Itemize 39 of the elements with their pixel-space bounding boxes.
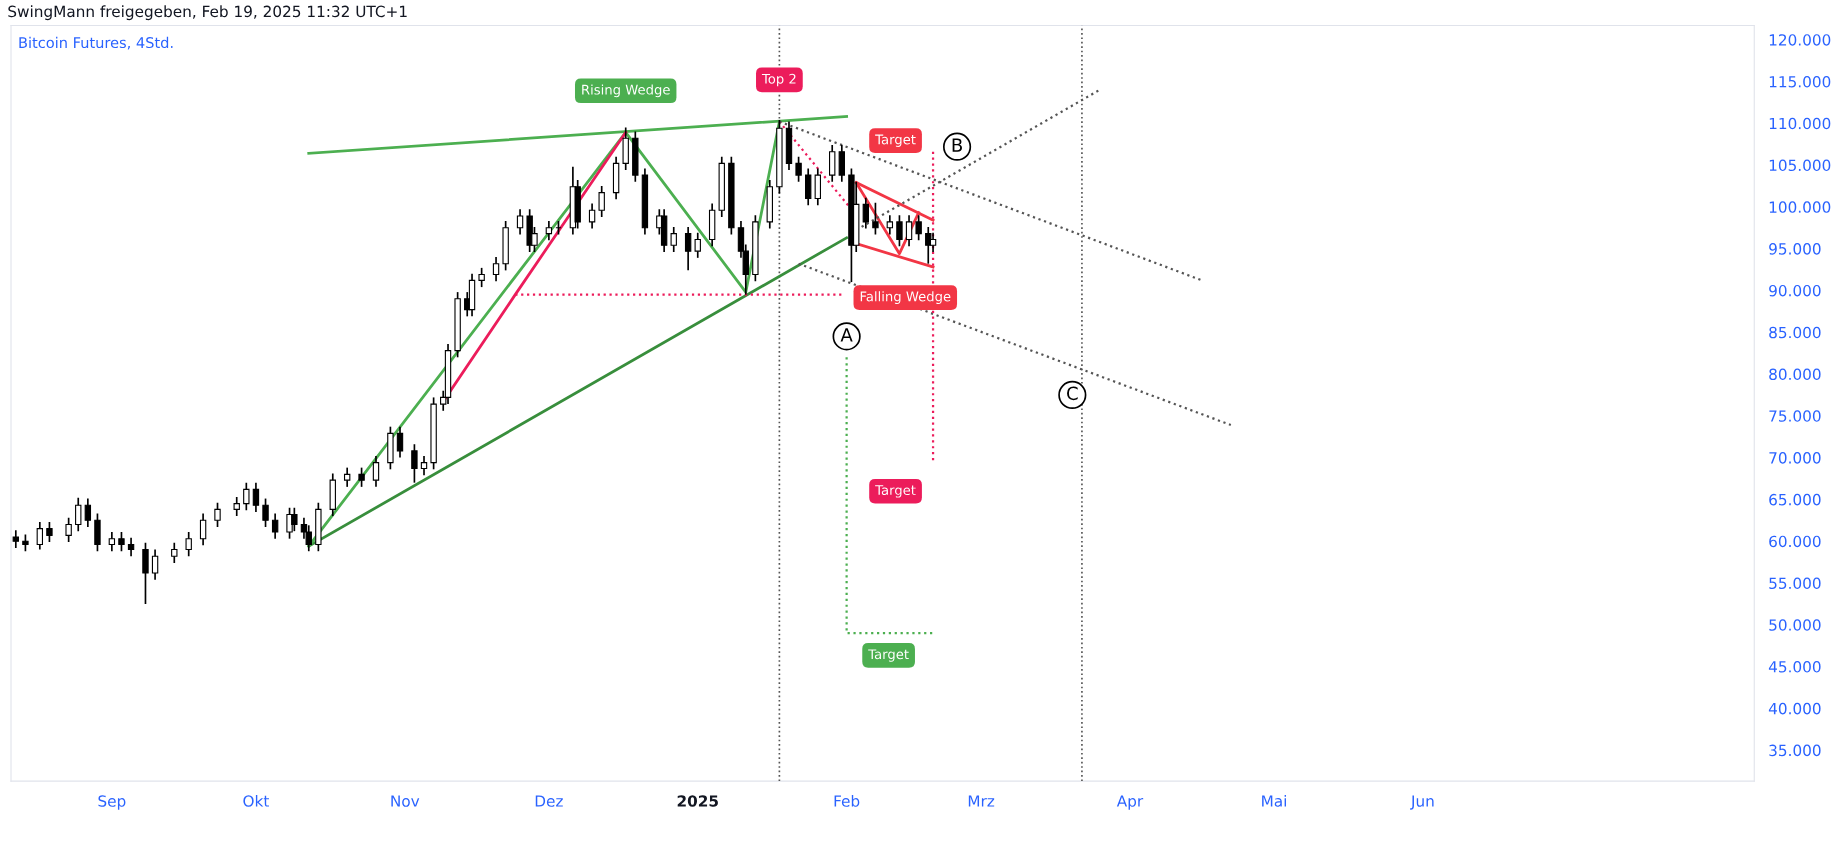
y-tick-label: 70.000 bbox=[1769, 452, 1821, 464]
y-tick-label: 40.000 bbox=[1768, 702, 1821, 715]
y-tick-label: 50.000 bbox=[1769, 619, 1821, 631]
y-tick-label: 100.000 bbox=[1769, 201, 1831, 213]
y-tick-label: 95.000 bbox=[1769, 243, 1821, 255]
y-tick-label: 75.000 bbox=[1769, 410, 1821, 422]
y-tick-label: 80.000 bbox=[1769, 368, 1821, 381]
y-tick-label: 60.000 bbox=[1769, 535, 1821, 548]
annotation: Target bbox=[875, 134, 916, 147]
annotation: Target bbox=[875, 485, 916, 498]
y-tick-label: 65.000 bbox=[1769, 493, 1821, 506]
x-tick-label: 2025 bbox=[677, 795, 718, 807]
annotation: Target bbox=[868, 649, 909, 662]
annotation: A bbox=[840, 328, 853, 342]
y-tick-label: 85.000 bbox=[1769, 326, 1821, 339]
x-tick-label: Mai bbox=[1262, 794, 1286, 807]
x-tick-label: Apr bbox=[1116, 795, 1144, 810]
x-tick-label: Sep bbox=[98, 795, 126, 810]
annotation: C bbox=[1067, 386, 1078, 401]
annotation: B bbox=[952, 138, 962, 152]
annotation: Top 2 bbox=[761, 73, 796, 87]
y-tick-label: 115.000 bbox=[1769, 75, 1831, 88]
y-tick-label: 45.000 bbox=[1768, 661, 1821, 673]
x-tick-label: Feb bbox=[834, 794, 860, 807]
chart-title: SwingMann freigegeben, Feb 19, 2025 11:32 UTC+1 bbox=[8, 5, 407, 21]
x-tick-label: Jun bbox=[1410, 795, 1434, 810]
y-tick-label: 105.000 bbox=[1769, 159, 1831, 172]
y-tick-label: 110.000 bbox=[1769, 117, 1831, 130]
y-tick-label: 90.000 bbox=[1769, 284, 1821, 297]
y-tick-label: 35.000 bbox=[1769, 744, 1821, 757]
x-tick-label: Dez bbox=[535, 795, 563, 807]
x-tick-label: Nov bbox=[391, 795, 420, 807]
x-tick-label: Okt bbox=[243, 794, 269, 807]
annotation: Rising Wedge bbox=[582, 84, 670, 98]
x-tick-label: Mrz bbox=[968, 795, 995, 807]
y-tick-label: 55.000 bbox=[1769, 577, 1821, 589]
text: Bitcoin Futures, 4Std. bbox=[19, 36, 173, 50]
y-tick-label: 120.000 bbox=[1769, 34, 1831, 46]
annotation: Falling Wedge bbox=[860, 291, 951, 304]
